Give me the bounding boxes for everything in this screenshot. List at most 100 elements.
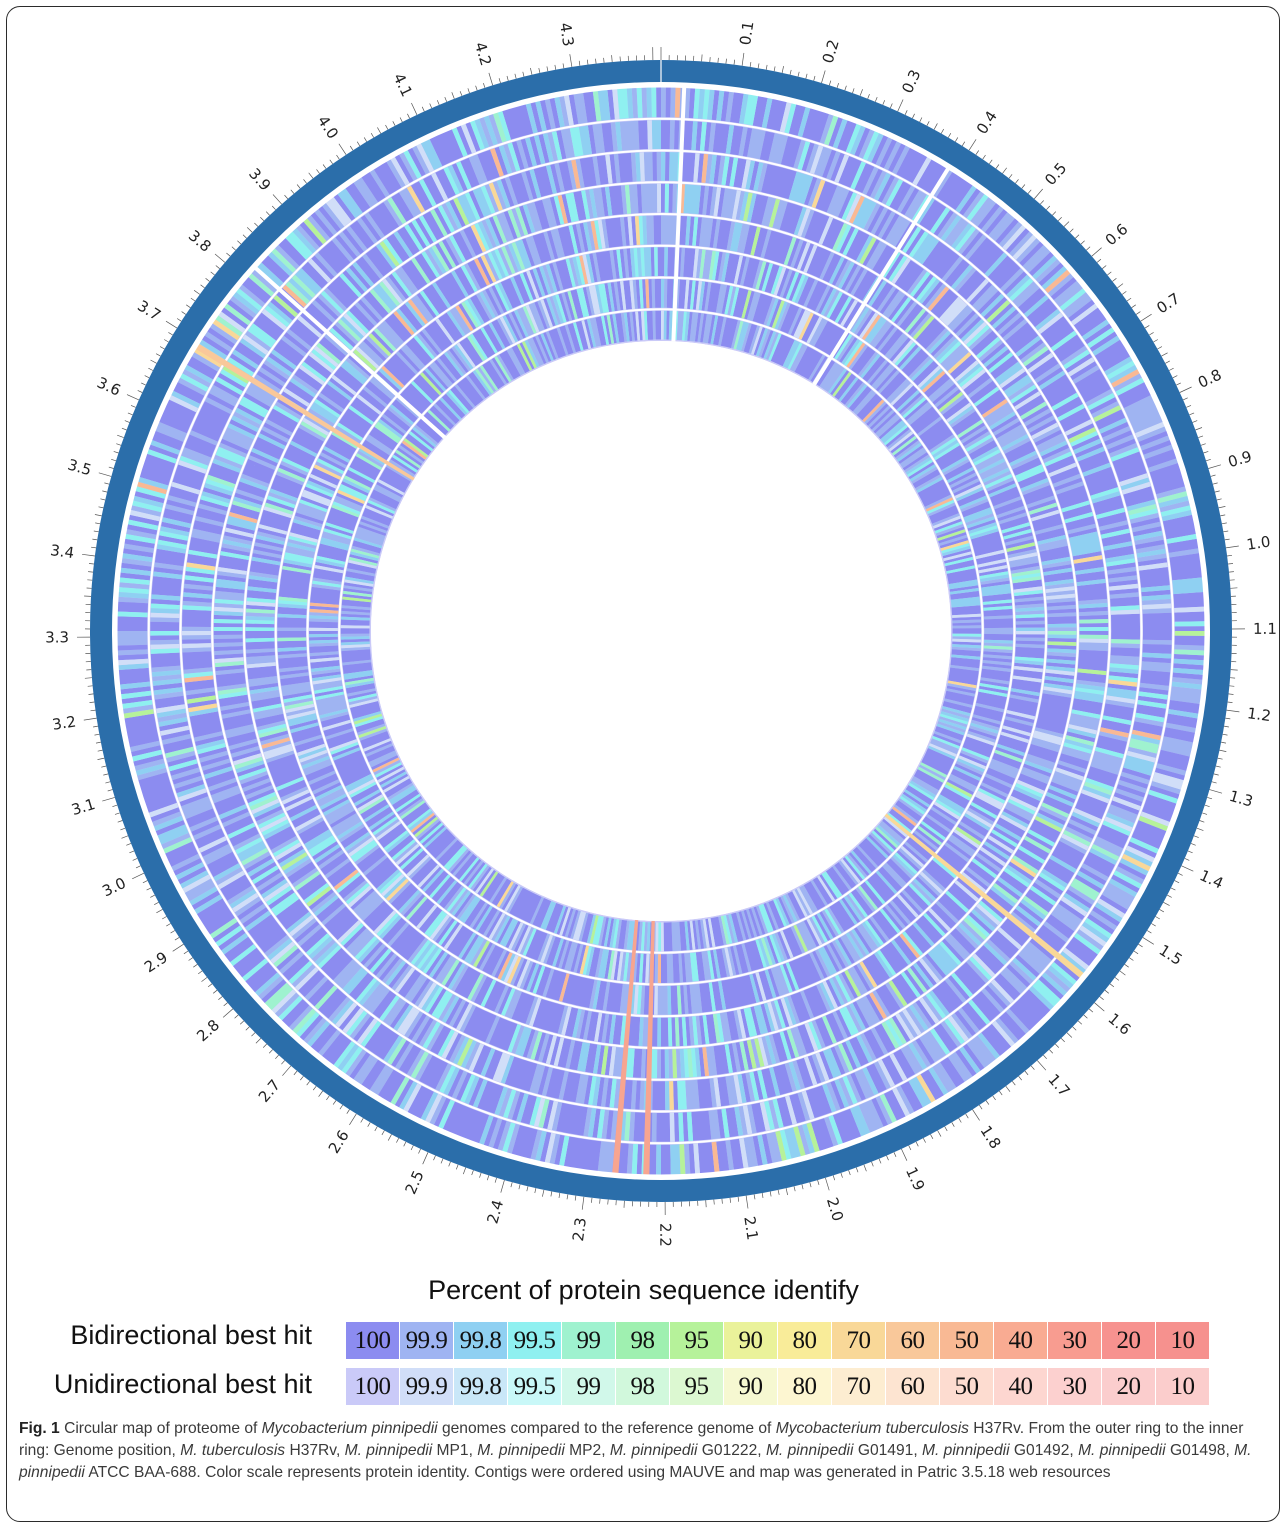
position-label: 1.6 [1105, 1010, 1135, 1039]
position-label: 0.9 [1226, 447, 1254, 471]
position-label: 2.9 [141, 948, 171, 976]
position-label: 4.0 [314, 112, 342, 142]
position-label: 0.3 [898, 67, 924, 96]
caption-text-part: MP2, [564, 1442, 610, 1459]
position-label: 3.2 [51, 712, 77, 733]
position-label: 2.3 [569, 1216, 590, 1242]
caption-text-part: Circular map of proteome of [59, 1420, 262, 1437]
scale-cell: 90 [724, 1368, 778, 1405]
scale-cell: 80 [778, 1368, 832, 1405]
scale-cell: 10 [1156, 1322, 1210, 1359]
position-label: 3.6 [94, 374, 123, 400]
deletion-gap [812, 167, 950, 386]
caption-italic-text: Mycobacterium pinnipedii [261, 1420, 438, 1437]
scale-cell: 98 [616, 1322, 670, 1359]
position-label: 3.4 [49, 541, 75, 562]
caption-italic-text: M. tuberculosis [180, 1442, 286, 1459]
unidirectional-color-scale: 100 99.9 99.8 99.5 99 98 95 90 80 70 60 50 40 30 20 10 [346, 1368, 1210, 1405]
position-label: 2.2 [656, 1223, 674, 1247]
ring-separator [338, 308, 984, 954]
scale-cell: 99.5 [508, 1368, 562, 1405]
position-label: 0.8 [1195, 366, 1224, 392]
scale-cell: 100 [346, 1322, 400, 1359]
scale-cell: 95 [670, 1368, 724, 1405]
low-identity-strip [643, 920, 655, 1175]
position-label: 0.5 [1041, 159, 1070, 189]
low-identity-strip [195, 343, 415, 481]
position-label: 1.8 [976, 1122, 1004, 1152]
tick-marks [76, 47, 1246, 1216]
position-label: 0.4 [973, 108, 1001, 138]
position-label: 3.8 [185, 227, 215, 256]
position-label: 3.5 [66, 456, 94, 480]
ring-separator [274, 244, 1048, 1018]
figure-label: Fig. 1 [19, 1420, 60, 1437]
scale-cell: 30 [1048, 1368, 1102, 1405]
position-label: 1.1 [1253, 620, 1277, 638]
center-hole [371, 341, 951, 921]
scale-cell: 100 [346, 1368, 400, 1405]
position-label: 1.4 [1197, 866, 1226, 892]
ring-separator [306, 276, 1016, 986]
scale-cell: 99.9 [400, 1368, 454, 1405]
scale-cell: 99.9 [400, 1322, 454, 1359]
scale-cell: 40 [994, 1322, 1048, 1359]
caption-italic-text: M. pinnipedii [765, 1442, 854, 1459]
position-label: 1.5 [1156, 941, 1186, 969]
caption-italic-text: M. pinnipedii [922, 1442, 1010, 1459]
scale-cell: 10 [1156, 1368, 1210, 1405]
position-label: 3.7 [134, 297, 164, 325]
circular-proteome-map: 0.1 0.2 0.3 0.4 0.5 0.6 0.7 0.8 0.9 1.0 1.1 1.2 1.3 1… [45, 20, 1277, 1247]
heat-segments [117, 87, 1205, 1175]
unidirectional-label: Unidirectional best hit [53, 1369, 312, 1399]
position-label: 1.0 [1245, 533, 1271, 554]
position-label: 2.6 [325, 1127, 353, 1157]
scale-cell: 60 [886, 1368, 940, 1405]
position-label: 0.1 [736, 20, 757, 46]
position-label: 2.0 [823, 1195, 847, 1223]
position-label: 4.3 [556, 21, 578, 47]
scale-cell: 80 [778, 1322, 832, 1359]
caption-text-part: H37Rv, [285, 1442, 345, 1459]
position-label: 2.8 [193, 1016, 223, 1045]
low-identity-strip [612, 919, 639, 1174]
position-label: 2.7 [255, 1076, 284, 1106]
position-label: 1.9 [902, 1164, 928, 1193]
proteome-heat-rings [114, 84, 1208, 1178]
scale-cell: 20 [1102, 1368, 1156, 1405]
caption-text-part: H37Rv. From the outer ring to the inner … [19, 1420, 1244, 1459]
ring-separator [179, 149, 1143, 1113]
scale-cell: 50 [940, 1322, 994, 1359]
caption-text-part: MP1, [432, 1442, 478, 1459]
position-label: 0.7 [1153, 289, 1183, 317]
caption-italic-text: M. pinnipedii [477, 1442, 565, 1459]
scale-cell: 40 [994, 1368, 1048, 1405]
genome-position-ring [90, 60, 1232, 1202]
ring-separator [243, 213, 1079, 1049]
caption-text-part: genomes compared to the reference genome… [437, 1420, 776, 1437]
position-label: 0.2 [819, 37, 843, 65]
scale-cell: 99.5 [508, 1322, 562, 1359]
scale-cell: 70 [832, 1322, 886, 1359]
caption-text: Circular map of proteome of Mycobacteriu… [19, 1420, 1251, 1481]
caption-text-part: G01492, [1009, 1442, 1079, 1459]
outer-gap [114, 84, 1208, 1178]
scale-cell: 99.8 [454, 1322, 508, 1359]
position-label: 2.5 [401, 1168, 427, 1197]
deletion-gap [254, 266, 447, 440]
heat-segments [136, 87, 1161, 1173]
figure-caption: Fig. 1 Circular map of proteome of Mycob… [19, 1418, 1271, 1484]
scale-cell: 50 [940, 1368, 994, 1405]
position-label: 3.9 [245, 165, 274, 195]
scale-cell: 95 [670, 1322, 724, 1359]
caption-italic-text: Mycobacterium tuberculosis [775, 1420, 969, 1437]
scale-cell: 98 [616, 1368, 670, 1405]
scale-cell: 30 [1048, 1322, 1102, 1359]
position-label: 0.6 [1102, 220, 1132, 249]
scale-cell: 60 [886, 1322, 940, 1359]
caption-text-part: G01222, [697, 1442, 766, 1459]
bidirectional-color-scale: 100 99.9 99.8 99.5 99 98 95 90 80 70 60 50 40 30 20 10 [346, 1322, 1210, 1359]
caption-italic-text: M. pinnipedii [1078, 1442, 1166, 1459]
scale-cell: 70 [832, 1368, 886, 1405]
legend-title: Percent of protein sequence identify [428, 1275, 859, 1305]
